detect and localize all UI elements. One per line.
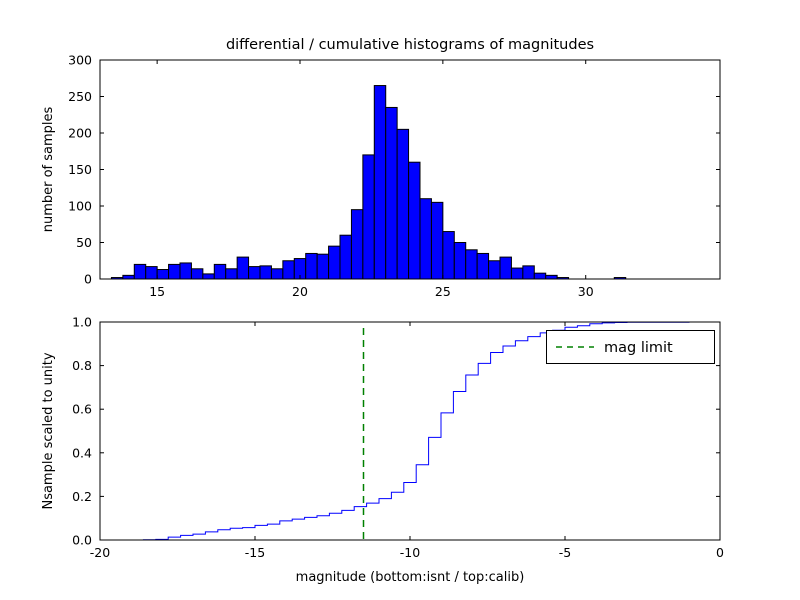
- chart-title: differential / cumulative histograms of …: [226, 37, 594, 53]
- y-tick-label: 50: [76, 235, 92, 250]
- histogram-bar: [419, 198, 432, 280]
- histogram-bar: [522, 265, 535, 280]
- x-tick-label: -15: [245, 545, 265, 560]
- histogram-bar: [339, 234, 352, 280]
- histogram-bar: [259, 265, 272, 280]
- histogram-bar: [453, 242, 467, 280]
- histogram-bar: [396, 128, 410, 280]
- histogram-bar: [350, 209, 364, 280]
- histogram-bar: [133, 263, 147, 280]
- legend: mag limit: [546, 330, 715, 364]
- histogram-bar: [499, 256, 512, 280]
- y-tick-label: 150: [68, 162, 92, 177]
- histogram-bar: [545, 274, 558, 280]
- x-tick-label: -5: [559, 545, 571, 560]
- histogram-bar: [248, 266, 261, 280]
- histogram-bar: [305, 252, 318, 280]
- cumulative-step-line: [142, 321, 702, 541]
- y-tick-label: 1.0: [72, 315, 92, 330]
- histogram-bar: [328, 245, 341, 280]
- histogram-bar: [282, 260, 295, 280]
- histogram-bar: [362, 154, 375, 280]
- x-tick-label: 30: [578, 284, 594, 299]
- histogram-bar: [465, 249, 478, 280]
- y-tick-label: 0.2: [72, 489, 92, 504]
- histogram-bar: [476, 252, 490, 280]
- histogram-bar: [122, 274, 135, 280]
- histogram-bar: [385, 106, 398, 280]
- x-tick-label: 0: [716, 545, 724, 560]
- histogram-bar: [145, 266, 158, 280]
- y-tick-label: 0: [84, 272, 92, 287]
- histogram-bar: [156, 269, 170, 280]
- x-tick-label: -20: [90, 545, 110, 560]
- histogram-bar: [510, 267, 524, 280]
- legend-label: mag limit: [604, 340, 673, 356]
- top-y-axis-label: number of samples: [41, 106, 56, 232]
- histogram-bar: [488, 260, 501, 280]
- histogram-bar: [213, 263, 227, 280]
- x-axis-label: magnitude (bottom:isnt / top:calib): [296, 570, 525, 585]
- bottom-cumulative-axes: -20 -15 -10 -5 0 0.0 0.2 0.4 0.6 0.8 1.0: [72, 315, 724, 561]
- x-tick-label: 15: [149, 284, 165, 299]
- y-tick-label: 0.6: [72, 402, 92, 417]
- histogram-bar: [225, 268, 238, 280]
- histogram-bars: [110, 85, 627, 280]
- histogram-bar: [442, 231, 455, 280]
- y-tick-label: 0.0: [72, 533, 92, 548]
- histogram-bar: [179, 262, 192, 280]
- y-tick-label: 200: [68, 126, 92, 141]
- histogram-bar: [408, 161, 421, 280]
- histogram-bar: [202, 273, 215, 280]
- histogram-bar: [168, 263, 181, 280]
- histogram-bar: [533, 272, 547, 280]
- x-tick-label: 25: [435, 284, 451, 299]
- histogram-bar: [190, 268, 204, 280]
- y-tick-label: 100: [68, 199, 92, 214]
- x-tick-label: -10: [400, 545, 420, 560]
- histogram-bar: [316, 253, 330, 280]
- bottom-y-axis-label: Nsample scaled to unity: [41, 352, 56, 509]
- histogram-bar: [236, 256, 250, 280]
- x-tick-label: 20: [292, 284, 308, 299]
- y-tick-label: 0.4: [72, 445, 92, 460]
- y-tick-label: 300: [68, 53, 92, 68]
- histogram-bar: [270, 268, 284, 280]
- histogram-bar: [373, 85, 387, 280]
- histogram-bar: [430, 201, 444, 280]
- y-tick-label: 0.8: [72, 358, 92, 373]
- legend-box: [546, 330, 715, 364]
- y-tick-label: 250: [68, 89, 92, 104]
